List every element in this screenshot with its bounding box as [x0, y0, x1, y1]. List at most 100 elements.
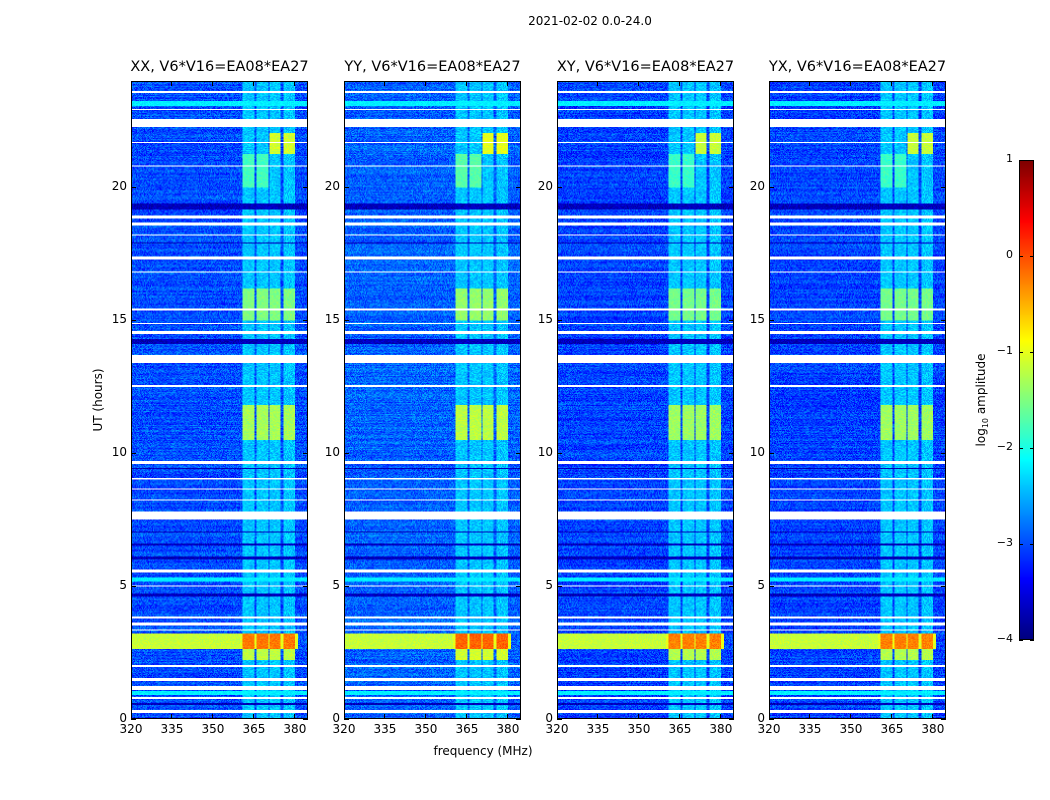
- y-tick-mark: [344, 452, 349, 454]
- y-tick-mark: [131, 186, 136, 188]
- colorbar-tick-mark: [1030, 351, 1034, 353]
- x-tick-label: 350: [414, 722, 438, 736]
- colorbar-tick-mark: [1030, 447, 1034, 449]
- x-tick-mark: [932, 714, 934, 719]
- x-tick-mark: [507, 714, 509, 719]
- panel-title: YX, V6*V16=EA08*EA27: [768, 59, 947, 75]
- colorbar-tick-mark: [1019, 543, 1023, 545]
- colorbar-tick-mark: [1030, 159, 1034, 161]
- y-tick-mark: [941, 585, 946, 587]
- x-tick-label: 350: [201, 722, 225, 736]
- y-tick-label: 20: [324, 179, 340, 194]
- x-tick-mark: [891, 81, 893, 86]
- y-tick-mark: [941, 319, 946, 321]
- heatmap-image: [558, 82, 733, 718]
- x-tick-mark: [171, 81, 173, 86]
- x-tick-label: 335: [160, 722, 184, 736]
- x-tick-mark: [130, 81, 132, 86]
- x-tick-label: 380: [496, 722, 520, 736]
- x-tick-mark: [556, 714, 558, 719]
- x-tick-mark: [809, 81, 811, 86]
- y-tick-mark: [344, 718, 349, 720]
- y-tick-mark: [131, 585, 136, 587]
- x-tick-mark: [556, 81, 558, 86]
- colorbar-gradient: [1020, 161, 1033, 639]
- heatmap-panel: [344, 81, 521, 719]
- y-tick-label: 20: [749, 179, 765, 194]
- heatmap-image: [770, 82, 945, 718]
- panel-title: XX, V6*V16=EA08*EA27: [130, 59, 309, 75]
- x-tick-label: 335: [373, 722, 397, 736]
- y-tick-mark: [344, 585, 349, 587]
- x-tick-label: 320: [757, 722, 781, 736]
- y-tick-label: 0: [757, 711, 765, 725]
- x-tick-mark: [384, 81, 386, 86]
- colorbar-tick-label: 1: [1006, 152, 1013, 165]
- y-tick-mark: [303, 452, 308, 454]
- heatmap-panel: [769, 81, 946, 719]
- y-tick-label: 10: [537, 445, 553, 460]
- colorbar-label-sub: 10: [981, 417, 991, 429]
- colorbar: [1019, 160, 1034, 640]
- x-tick-mark: [171, 714, 173, 719]
- colorbar-tick-mark: [1019, 255, 1023, 257]
- x-tick-mark: [720, 714, 722, 719]
- y-tick-label: 10: [111, 445, 127, 460]
- x-tick-mark: [679, 81, 681, 86]
- x-tick-mark: [294, 81, 296, 86]
- x-tick-mark: [932, 81, 934, 86]
- panel-title: XY, V6*V16=EA08*EA27: [556, 59, 735, 75]
- y-tick-mark: [557, 718, 562, 720]
- y-tick-mark: [516, 718, 521, 720]
- colorbar-label-suffix: amplitude: [973, 353, 988, 418]
- colorbar-tick-label: −1: [996, 344, 1013, 357]
- colorbar-tick-mark: [1019, 351, 1023, 353]
- y-tick-mark: [557, 452, 562, 454]
- y-tick-mark: [516, 452, 521, 454]
- y-tick-mark: [729, 718, 734, 720]
- x-axis-label: frequency (MHz): [433, 744, 533, 758]
- y-tick-mark: [941, 452, 946, 454]
- x-tick-mark: [253, 81, 255, 86]
- y-tick-mark: [769, 585, 774, 587]
- x-tick-label: 320: [545, 722, 569, 736]
- y-tick-label: 10: [324, 445, 340, 460]
- x-tick-mark: [253, 714, 255, 719]
- y-tick-mark: [729, 186, 734, 188]
- y-tick-mark: [344, 319, 349, 321]
- x-tick-label: 380: [283, 722, 307, 736]
- x-tick-mark: [384, 714, 386, 719]
- colorbar-tick-label: −3: [996, 536, 1013, 549]
- x-tick-mark: [891, 714, 893, 719]
- y-tick-label: 10: [749, 445, 765, 460]
- x-tick-label: 320: [332, 722, 356, 736]
- y-tick-label: 5: [119, 578, 127, 593]
- x-tick-mark: [638, 81, 640, 86]
- colorbar-tick-mark: [1030, 255, 1034, 257]
- y-tick-mark: [729, 585, 734, 587]
- y-tick-mark: [303, 718, 308, 720]
- y-tick-label: 0: [545, 711, 553, 725]
- colorbar-tick-mark: [1030, 639, 1034, 641]
- y-tick-mark: [303, 186, 308, 188]
- y-tick-mark: [557, 186, 562, 188]
- x-tick-mark: [425, 714, 427, 719]
- heatmap-panel: [557, 81, 734, 719]
- x-tick-label: 335: [798, 722, 822, 736]
- colorbar-tick-label: −2: [996, 440, 1013, 453]
- y-tick-label: 0: [332, 711, 340, 725]
- y-tick-mark: [769, 718, 774, 720]
- y-tick-mark: [516, 186, 521, 188]
- x-tick-mark: [850, 81, 852, 86]
- x-tick-label: 350: [627, 722, 651, 736]
- x-tick-mark: [597, 714, 599, 719]
- y-tick-mark: [516, 585, 521, 587]
- y-tick-mark: [769, 186, 774, 188]
- y-tick-mark: [131, 718, 136, 720]
- y-tick-mark: [769, 319, 774, 321]
- y-tick-mark: [729, 452, 734, 454]
- y-tick-label: 15: [111, 312, 127, 327]
- x-tick-mark: [850, 714, 852, 719]
- x-tick-mark: [638, 714, 640, 719]
- x-tick-mark: [768, 81, 770, 86]
